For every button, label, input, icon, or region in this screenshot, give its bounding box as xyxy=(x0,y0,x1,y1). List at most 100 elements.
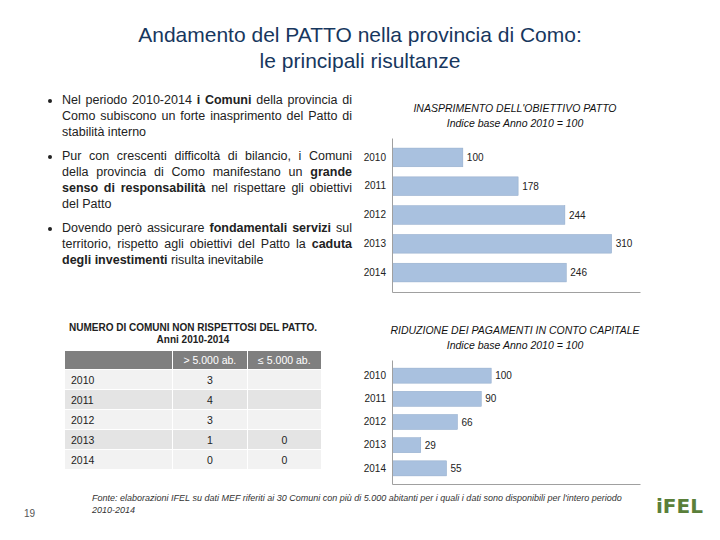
tick-label: 2014 xyxy=(364,463,387,474)
header-cell: ≤ 5.000 ab. xyxy=(247,351,321,370)
data-label: 244 xyxy=(569,210,586,221)
bullet-text: i Comuni xyxy=(197,93,252,107)
chart-title: INASPRIMENTO DELL'OBIETTIVO PATTO xyxy=(413,102,616,114)
tick-label: 2011 xyxy=(364,393,386,404)
category-axis: 2010 2011 2012 2013 2014 xyxy=(364,361,393,485)
tick: 2010 xyxy=(364,370,392,381)
table-row: 20123 xyxy=(65,410,322,430)
axis-line xyxy=(393,292,641,293)
bullet: Pur con crescenti difficoltà di bilancio… xyxy=(62,148,352,212)
tick-label: 2011 xyxy=(364,180,386,191)
bar xyxy=(392,206,565,225)
bullet-text: fondamentali servizi xyxy=(209,221,331,235)
bar xyxy=(392,414,457,429)
table-row: 201400 xyxy=(65,450,322,470)
value-axis xyxy=(393,292,641,293)
axis-line xyxy=(392,361,393,485)
table-cell: 2011 xyxy=(65,390,173,410)
table-cell: 3 xyxy=(172,370,247,390)
table-cell: 2012 xyxy=(65,410,173,430)
bars xyxy=(392,148,612,282)
tick-label: 2010 xyxy=(364,370,387,381)
tick: 2013 xyxy=(364,439,392,450)
data-label: 310 xyxy=(616,238,633,249)
category-axis: 2010 2011 2012 2013 2014 xyxy=(364,139,393,293)
data-label: 246 xyxy=(570,267,587,278)
table-row: 20103 xyxy=(65,370,322,390)
bullet-text: Dovendo però assicurare xyxy=(62,221,209,235)
bullet-text: risulta inevitabile xyxy=(168,253,264,267)
bar-chart: INASPRIMENTO DELL'OBIETTIVO PATTO Indice … xyxy=(364,102,641,293)
table-cell: 2013 xyxy=(65,430,173,450)
chart-subtitle: Indice base Anno 2010 = 100 xyxy=(447,117,584,129)
bar xyxy=(392,391,481,406)
tick-label: 2014 xyxy=(364,267,387,278)
data-label: 100 xyxy=(495,370,512,381)
data-label: 66 xyxy=(461,417,473,428)
footer: Fonte: elaborazioni IFEL su dati MEF rif… xyxy=(92,492,642,516)
tick-label: 2010 xyxy=(364,152,387,163)
table-cell: 4 xyxy=(172,390,247,410)
tick-label: 2013 xyxy=(364,439,387,450)
tick: 2014 xyxy=(364,463,392,474)
page-number: 19 xyxy=(24,508,35,519)
table-row: 20114 xyxy=(65,390,322,410)
bar-chart: RIDUZIONE DEI PAGAMENTI IN CONTO CAPITAL… xyxy=(364,324,641,485)
data-label: 100 xyxy=(467,152,484,163)
bars xyxy=(392,368,491,476)
slide: Andamento del PATTO nella provincia di C… xyxy=(0,0,720,540)
table-cell: 0 xyxy=(247,450,321,470)
chart-title: RIDUZIONE DEI PAGAMENTI IN CONTO CAPITAL… xyxy=(390,324,640,336)
bullet: Nel periodo 2010-2014 i Comuni della pro… xyxy=(62,92,352,140)
chart-subtitle: Indice base Anno 2010 = 100 xyxy=(447,339,584,351)
tick-label: 2012 xyxy=(364,416,387,427)
table-title: NUMERO DI COMUNI NON RISPETTOSI DEL PATT… xyxy=(64,322,322,346)
data-label: 178 xyxy=(522,181,539,192)
tick: 2013 xyxy=(364,238,392,249)
title-line: Andamento del PATTO nella provincia di C… xyxy=(40,22,680,48)
value-axis xyxy=(393,484,641,485)
title-line: le principali risultanze xyxy=(40,48,680,74)
table-cell: 2014 xyxy=(65,450,173,470)
table-cell xyxy=(247,390,321,410)
table-cell: 1 xyxy=(172,430,247,450)
table-cell xyxy=(247,410,321,430)
table-block: NUMERO DI COMUNI NON RISPETTOSI DEL PATT… xyxy=(64,322,322,470)
header-cell xyxy=(65,351,173,370)
tick: 2011 xyxy=(364,393,392,404)
table-cell: 2010 xyxy=(65,370,173,390)
tick-label: 2012 xyxy=(364,209,387,220)
bar xyxy=(392,177,518,196)
bullet-list: Nel periodo 2010-2014 i Comuni della pro… xyxy=(44,92,352,276)
bullet-text: Pur con crescenti difficoltà di bilancio… xyxy=(62,149,352,179)
bar xyxy=(392,438,421,453)
slide-title: Andamento del PATTO nella provincia di C… xyxy=(40,22,680,74)
tick: 2010 xyxy=(364,152,392,163)
bullet-text: Nel periodo 2010-2014 xyxy=(62,93,197,107)
table-row: 201310 xyxy=(65,430,322,450)
tick: 2012 xyxy=(364,416,392,427)
table-cell: 0 xyxy=(247,430,321,450)
tick-label: 2013 xyxy=(364,238,387,249)
data-table: > 5.000 ab.≤ 5.000 ab.201032011420123201… xyxy=(64,350,322,470)
bar xyxy=(392,148,463,167)
bullet: Dovendo però assicurare fondamentali ser… xyxy=(62,220,352,268)
axis-line xyxy=(393,484,641,485)
tick: 2012 xyxy=(364,209,392,220)
bar xyxy=(392,263,566,282)
table-cell: 3 xyxy=(172,410,247,430)
data-label: 90 xyxy=(485,393,497,404)
data-label: 29 xyxy=(425,440,437,451)
header-cell: > 5.000 ab. xyxy=(172,351,247,370)
charts: INASPRIMENTO DELL'OBIETTIVO PATTO Indice … xyxy=(0,0,720,540)
tick: 2011 xyxy=(364,180,392,191)
bar xyxy=(392,234,612,253)
logo: iFEL xyxy=(656,494,703,518)
data-label: 55 xyxy=(451,463,463,474)
bar xyxy=(392,368,491,383)
table-cell xyxy=(247,370,321,390)
bar xyxy=(392,461,447,476)
table-cell: 0 xyxy=(172,450,247,470)
tick: 2014 xyxy=(364,267,392,278)
axis-line xyxy=(392,139,393,293)
